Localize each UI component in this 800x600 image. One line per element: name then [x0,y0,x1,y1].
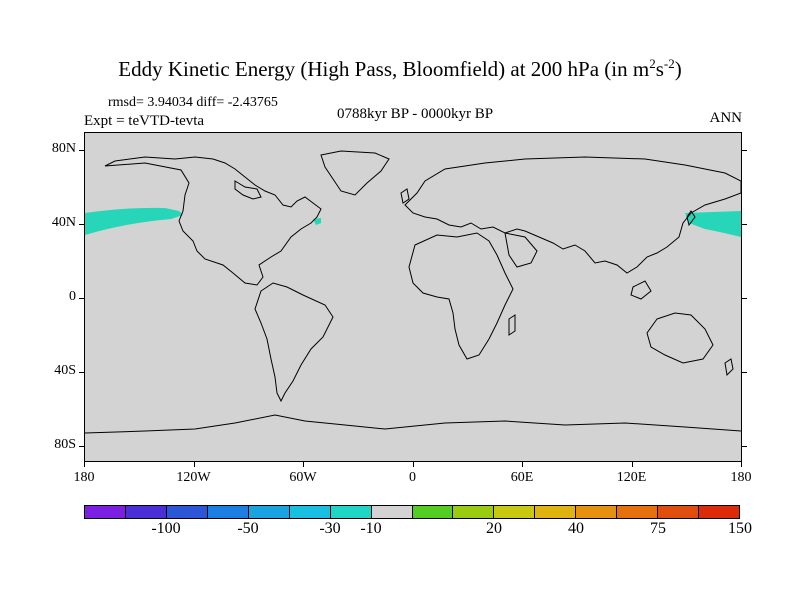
colorbar-bin [576,506,618,518]
borneo-coast [630,280,652,300]
australia-coast [646,312,714,364]
eurasia-coast [404,156,742,274]
lat-tick [742,372,747,373]
lon-tick [631,462,633,467]
lon-tick [303,462,304,467]
arabia-coast [504,232,538,268]
experiment-label: Expt = teVTD-tevta [84,113,205,129]
colorbar-bin [535,506,577,518]
plot-title: Eddy Kinetic Energy (High Pass, Bloomfie… [118,56,682,81]
lat-label: 0 [69,289,76,304]
lat-tick [742,446,747,447]
map-panel [84,132,742,462]
colorbar-bin [85,506,126,518]
colorbar [84,505,740,519]
lon-tick [522,462,523,467]
colorbar-label: -100 [151,520,181,537]
lat-label: 40S [54,363,76,378]
hudson-bay [234,180,262,200]
lat-tick [742,150,747,151]
lon-label: 180 [73,470,95,485]
stats-text: rmsd= 3.94034 diff= -2.43765 [108,95,278,110]
lon-tick [412,462,414,467]
colorbar-bin [289,506,331,518]
colorbar-label: 150 [728,520,752,537]
north-america-coast [104,156,322,286]
colorbar-label: -30 [319,520,341,537]
great-britain-coast [400,188,410,204]
lon-label: 180 [730,470,752,485]
anomaly-north-atlantic [313,218,321,225]
season-label: ANN [709,110,743,126]
lon-label: 120W [176,470,211,485]
lat-tick [742,224,747,225]
lon-tick [84,462,85,467]
lat-label: 40N [51,215,76,230]
lat-tick [742,298,747,299]
lat-tick [79,446,84,447]
lat-tick [79,372,84,373]
coastlines [84,150,742,434]
lon-label: 120E [616,470,647,485]
lon-tick [193,462,195,467]
anomaly-regions [85,207,741,237]
lat-tick [79,150,84,151]
lon-label: 60W [289,470,317,485]
africa-coast [408,232,514,360]
colorbar-label: 20 [486,520,502,537]
lat-tick [79,298,84,299]
colorbar-bin [125,506,167,518]
lon-label: 0 [409,470,416,485]
colorbar-bin [330,506,372,518]
colorbar-bin [248,506,290,518]
japan-coast [686,210,696,227]
colorbar-bin [166,506,208,518]
colorbar-bin [494,506,536,518]
lon-label: 60E [510,470,534,485]
colorbar-bin [658,506,700,518]
anomaly-north-pacific-east [85,207,183,235]
colorbar-bin [207,506,249,518]
madagascar-coast [508,314,516,336]
colorbar-label: -50 [237,520,259,537]
colorbar-bin [699,506,739,518]
new-zealand-coast [724,358,734,377]
south-america-coast [254,282,334,403]
anomaly-north-pacific-west [685,211,741,237]
lat-label: 80N [51,141,76,156]
colorbar-label: -10 [360,520,382,537]
lon-tick [741,462,742,467]
map-canvas [84,150,742,434]
antarctica-coast [84,414,742,434]
greenland-coast [320,150,390,196]
lat-label: 80S [54,437,76,452]
colorbar-bin [453,506,495,518]
colorbar-bin [371,506,413,518]
lat-tick [79,224,84,225]
colorbar-label: 40 [568,520,584,537]
colorbar-bin [617,506,659,518]
period-label: 0788kyr BP - 0000kyr BP [336,106,494,122]
colorbar-bin [412,506,454,518]
colorbar-label: 75 [650,520,666,537]
